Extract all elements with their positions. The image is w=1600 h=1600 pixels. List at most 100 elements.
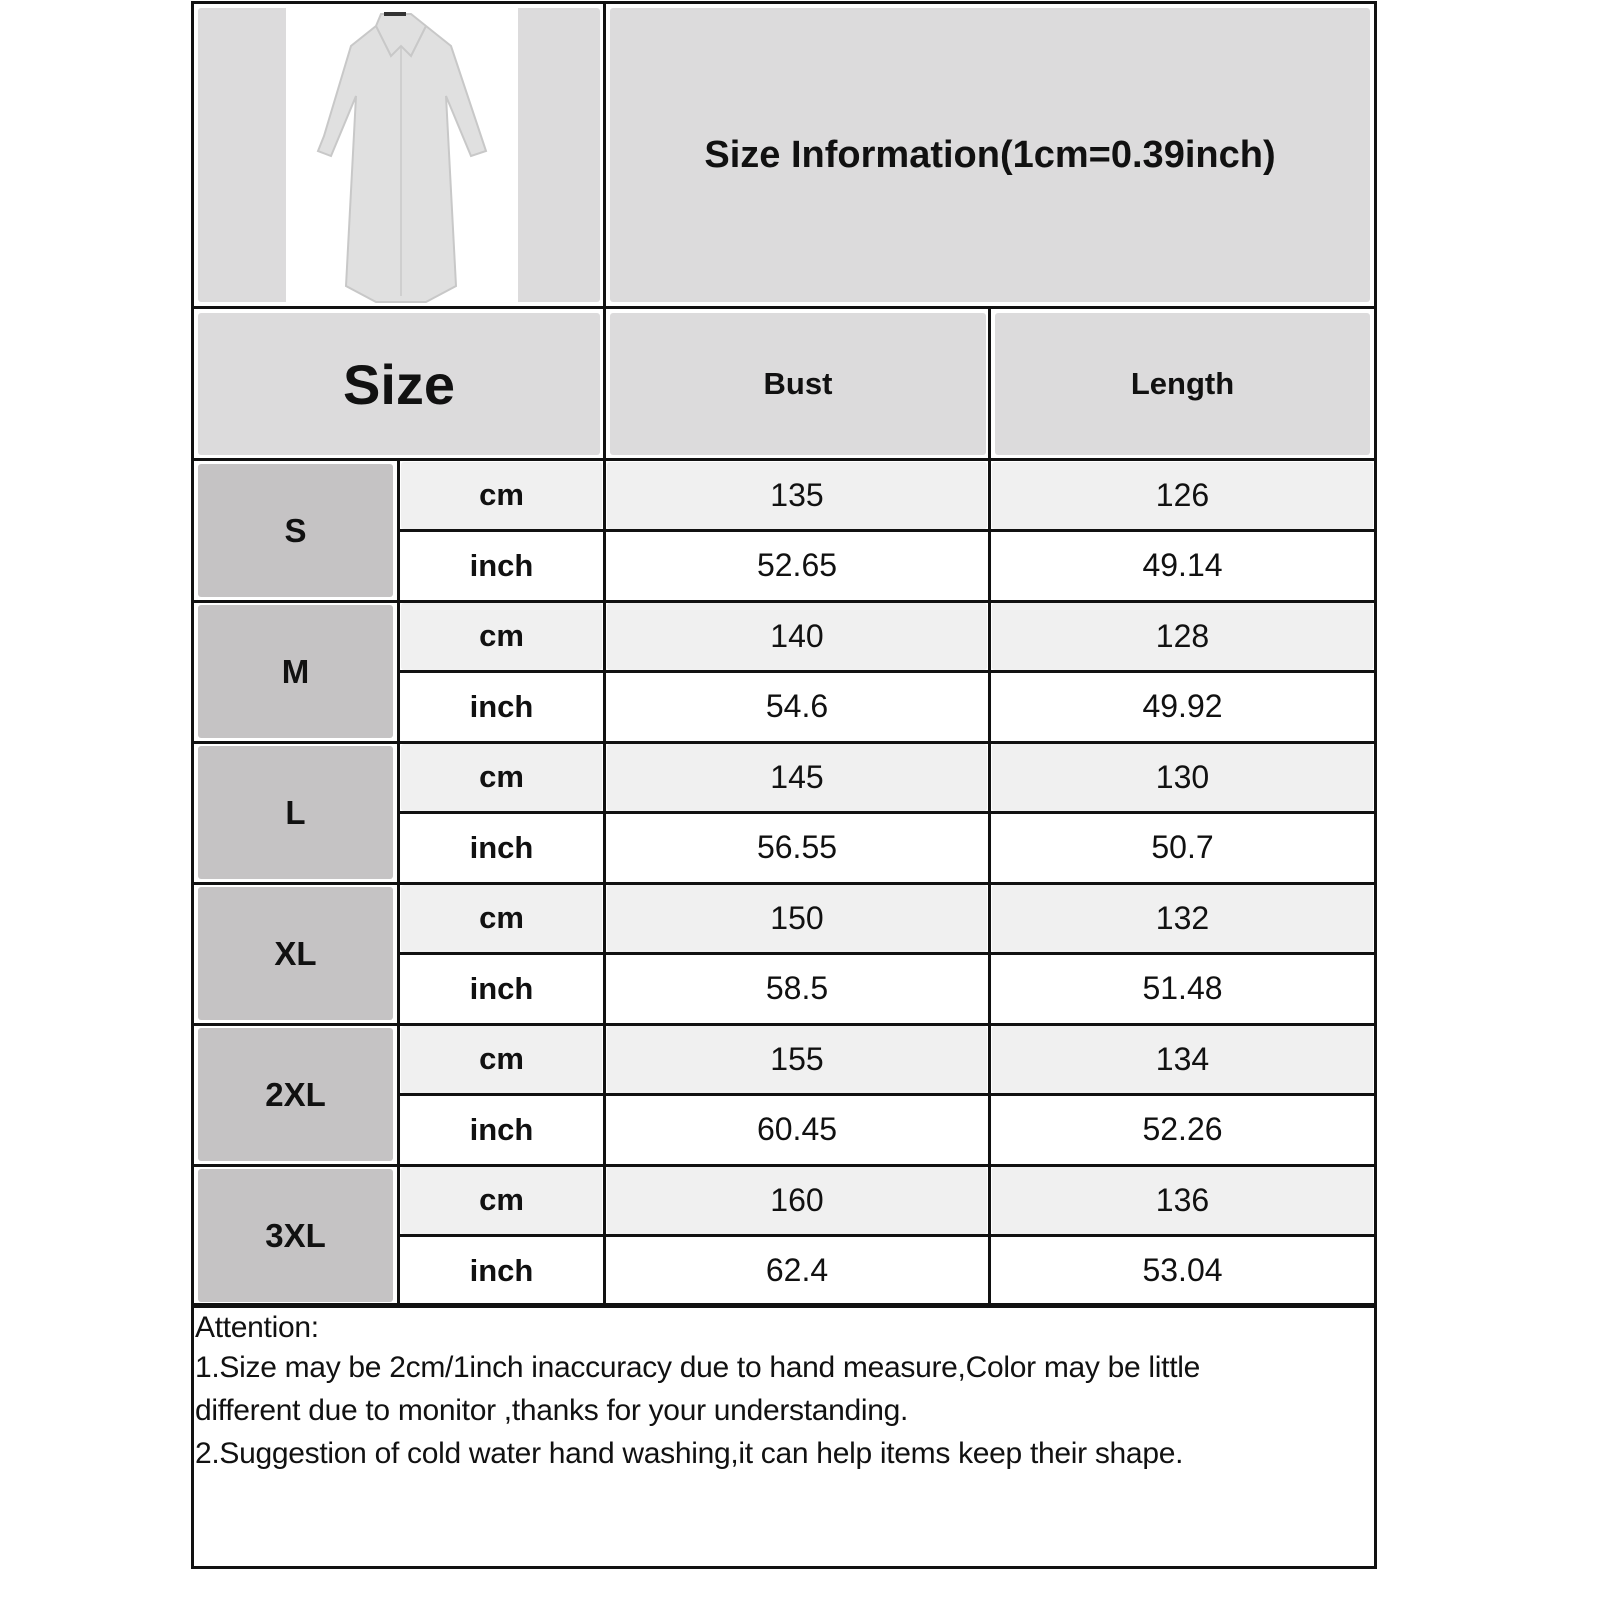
size-label-cell: 3XL bbox=[194, 1165, 397, 1306]
size-header: Size bbox=[194, 309, 604, 459]
unit-label: inch bbox=[469, 829, 534, 865]
size-label: 3XL bbox=[265, 1216, 326, 1254]
cell-bg bbox=[401, 462, 602, 529]
length-value: 52.26 bbox=[1142, 1111, 1223, 1148]
border bbox=[192, 1163, 1376, 1167]
border bbox=[398, 1093, 1376, 1096]
bust-value-cell: 58.5 bbox=[606, 954, 988, 1025]
bust-value-cell: 62.4 bbox=[606, 1236, 988, 1307]
border bbox=[397, 459, 400, 1306]
length-value: 126 bbox=[1155, 476, 1210, 513]
cell-bg bbox=[401, 1026, 602, 1093]
unit-label-cell: inch bbox=[400, 672, 603, 743]
bust-value: 155 bbox=[770, 1040, 824, 1077]
bust-value: 145 bbox=[770, 758, 824, 795]
bust-value-cell: 60.45 bbox=[606, 1095, 988, 1166]
cell-bg bbox=[401, 1237, 602, 1304]
bust-value: 60.45 bbox=[756, 1111, 838, 1148]
bust-value: 54.6 bbox=[765, 688, 829, 725]
length-header: Length bbox=[991, 309, 1374, 459]
size-label-bg bbox=[198, 1169, 393, 1302]
length-value: 51.48 bbox=[1142, 970, 1223, 1007]
size-label-bg bbox=[198, 605, 393, 738]
cell-bg bbox=[401, 532, 602, 599]
size-label: L bbox=[285, 793, 306, 831]
length-value-cell: 130 bbox=[991, 742, 1374, 813]
border bbox=[398, 952, 1376, 955]
cell-bg bbox=[607, 814, 987, 881]
attention-notes: Attention: 1.Size may be 2cm/1inch inacc… bbox=[195, 1310, 1365, 1475]
border bbox=[1374, 1, 1377, 1569]
length-value: 128 bbox=[1155, 617, 1210, 654]
cell-bg bbox=[607, 955, 987, 1022]
size-label-cell: XL bbox=[194, 883, 397, 1024]
border bbox=[988, 307, 991, 1306]
length-header-label: Length bbox=[1130, 366, 1235, 401]
attention-heading: Attention: bbox=[195, 1311, 319, 1344]
size-label-bg bbox=[198, 887, 393, 1020]
attention-line-2: different due to monitor ,thanks for you… bbox=[195, 1394, 909, 1427]
unit-label-cell: inch bbox=[400, 1236, 603, 1307]
length-value: 132 bbox=[1155, 899, 1210, 936]
cell-bg bbox=[607, 1167, 987, 1234]
bust-value-cell: 155 bbox=[606, 1024, 988, 1095]
cell-bg bbox=[607, 462, 987, 529]
border bbox=[398, 529, 1376, 532]
bust-value-cell: 160 bbox=[606, 1165, 988, 1236]
border bbox=[192, 1022, 1376, 1026]
bust-value-cell: 140 bbox=[606, 601, 988, 672]
cell-bg bbox=[992, 955, 1373, 1022]
cell-bg bbox=[607, 1026, 987, 1093]
unit-label: inch bbox=[469, 547, 534, 583]
cell-bg bbox=[401, 1096, 602, 1163]
bust-value: 56.55 bbox=[756, 829, 838, 866]
cell-bg bbox=[401, 1167, 602, 1234]
cell-bg bbox=[607, 603, 987, 670]
cell-bg bbox=[992, 744, 1373, 811]
cell-bg bbox=[992, 814, 1373, 881]
length-value: 49.92 bbox=[1142, 688, 1223, 725]
length-value: 49.14 bbox=[1142, 547, 1223, 584]
cell-bg bbox=[607, 673, 987, 740]
size-label-cell: S bbox=[194, 460, 397, 601]
unit-label: cm bbox=[479, 618, 524, 654]
unit-label-cell: inch bbox=[400, 1095, 603, 1166]
bust-value: 52.65 bbox=[756, 547, 838, 584]
cell-bg bbox=[992, 1026, 1373, 1093]
length-value-cell: 126 bbox=[991, 460, 1374, 531]
length-value-cell: 136 bbox=[991, 1165, 1374, 1236]
cell-bg bbox=[992, 532, 1373, 599]
unit-label: inch bbox=[469, 970, 534, 1006]
size-label-cell: 2XL bbox=[194, 1024, 397, 1165]
cell-bg bbox=[607, 1237, 987, 1304]
length-value: 134 bbox=[1155, 1040, 1210, 1077]
border bbox=[192, 1, 1376, 4]
cell-bg bbox=[401, 955, 602, 1022]
unit-label: cm bbox=[479, 477, 524, 513]
cell-bg bbox=[401, 673, 602, 740]
length-value-cell: 49.92 bbox=[991, 672, 1374, 743]
border bbox=[191, 1, 194, 1569]
border bbox=[398, 670, 1376, 673]
bust-value: 140 bbox=[770, 617, 824, 654]
length-value: 50.7 bbox=[1151, 829, 1214, 866]
unit-label: cm bbox=[479, 759, 524, 795]
dress-illustration bbox=[316, 12, 488, 303]
size-label: M bbox=[281, 652, 310, 690]
size-label-bg bbox=[198, 1028, 393, 1161]
unit-label: inch bbox=[469, 688, 534, 724]
cell-bg bbox=[607, 744, 987, 811]
size-label: S bbox=[284, 511, 307, 549]
bust-value-cell: 135 bbox=[606, 460, 988, 531]
border bbox=[398, 811, 1376, 814]
bust-value: 58.5 bbox=[765, 970, 829, 1007]
cell-bg bbox=[401, 603, 602, 670]
product-image bbox=[286, 6, 518, 304]
bust-header: Bust bbox=[606, 309, 990, 459]
cell-bg bbox=[992, 1167, 1373, 1234]
cell-bg bbox=[992, 673, 1373, 740]
length-value-cell: 51.48 bbox=[991, 954, 1374, 1025]
border bbox=[192, 881, 1376, 885]
chart-title: Size Information(1cm=0.39inch) bbox=[704, 133, 1276, 176]
title-cell: Size Information(1cm=0.39inch) bbox=[606, 4, 1374, 306]
